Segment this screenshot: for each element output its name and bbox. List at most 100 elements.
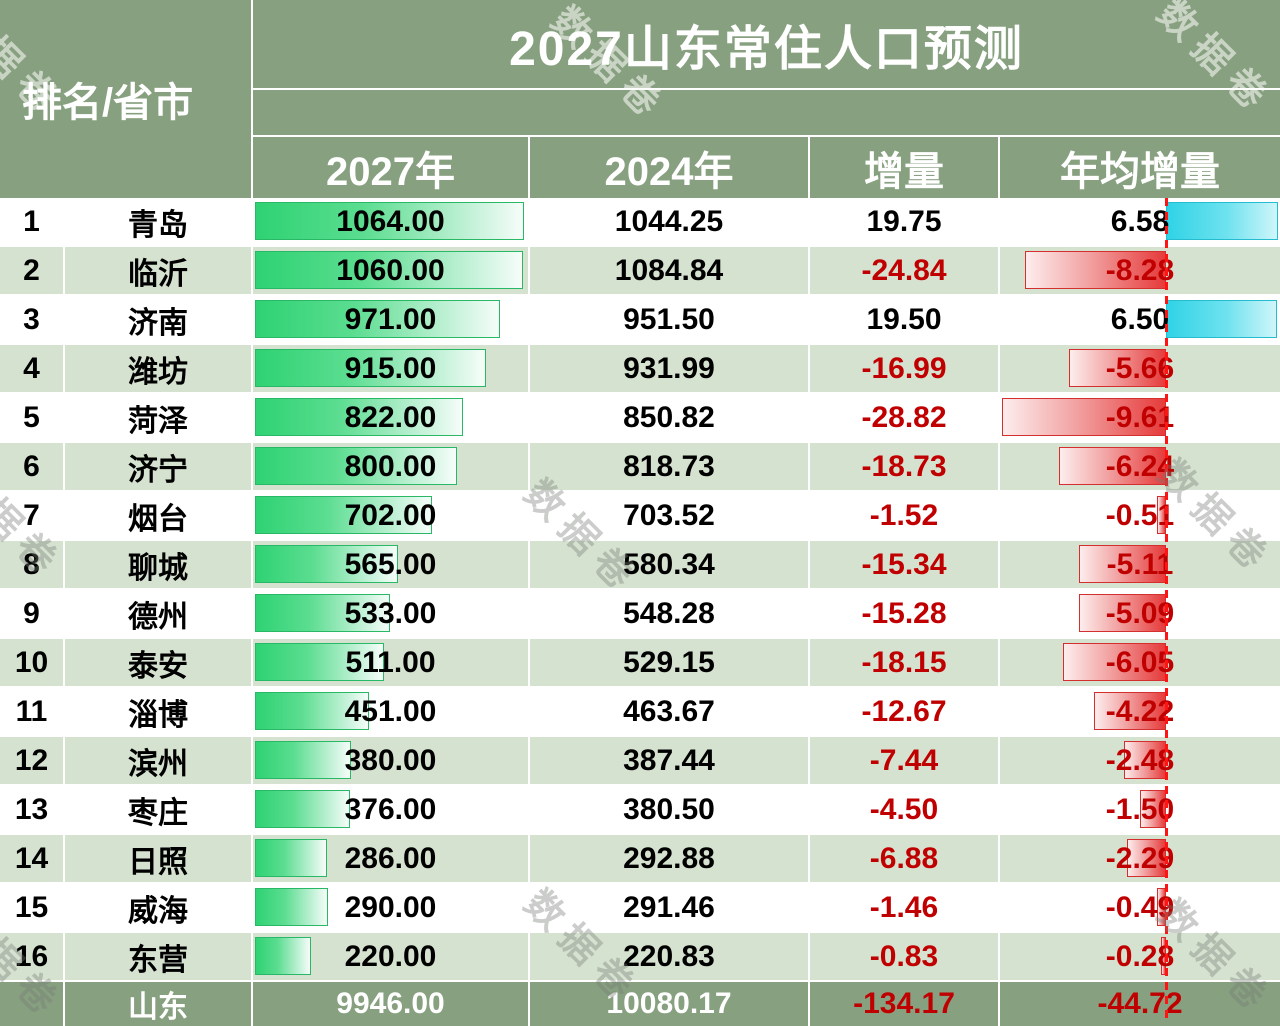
avg-cell: -9.61 [1000,394,1280,443]
value-2027-cell: 915.00 [253,345,530,394]
total-label: 山东 [65,982,253,1026]
databar-avg-track [1002,251,1278,289]
databar-avg [1024,251,1166,289]
column-header-2024: 2024年 [530,137,810,198]
databar-avg [1165,202,1278,240]
table-row: 8 聊城 565.00 580.34 -15.34 -5.11 [0,541,1280,590]
total-2024: 10080.17 [530,982,810,1026]
value-2027-text: 451.00 [344,694,437,728]
databar-2027 [255,790,351,828]
value-2027-cell: 290.00 [253,884,530,933]
table-row: 13 枣庄 376.00 380.50 -4.50 -1.50 [0,786,1280,835]
rank-cell: 15 [0,884,65,933]
value-2027-cell: 800.00 [253,443,530,492]
table-row: 3 济南 971.00 951.50 19.50 6.50 [0,296,1280,345]
databar-2027 [255,496,433,534]
value-2024-cell: 548.28 [530,590,810,639]
table-row: 9 德州 533.00 548.28 -15.28 -5.09 [0,590,1280,639]
table-row: 4 潍坊 915.00 931.99 -16.99 -5.66 [0,345,1280,394]
databar-2027 [255,594,390,632]
databar-2027-track [255,839,524,877]
databar-avg-track [1002,643,1278,681]
databar-2027 [255,741,352,779]
value-2027-text: 971.00 [344,302,437,336]
databar-2027 [255,251,523,289]
avg-text: -5.09 [1105,596,1175,630]
databar-avg-track [1002,349,1278,387]
value-2027-text: 822.00 [344,400,437,434]
value-2024-cell: 1084.84 [530,247,810,296]
value-2027-text: 290.00 [344,890,437,924]
city-cell: 济南 [65,296,253,345]
city-cell: 泰安 [65,639,253,688]
databar-2027-track [255,300,524,338]
databar-avg [1140,790,1166,828]
value-2027-text: 1060.00 [336,253,445,287]
databar-avg-track [1002,300,1278,338]
databar-avg [1002,398,1166,436]
avg-cell: -2.29 [1000,835,1280,884]
city-cell: 淄博 [65,688,253,737]
databar-2027 [255,937,311,975]
avg-cell: -4.22 [1000,688,1280,737]
delta-cell: -15.34 [810,541,1000,590]
delta-cell: -1.52 [810,492,1000,541]
databar-2027-track [255,349,524,387]
value-2027-text: 533.00 [344,596,437,630]
databar-2027-track [255,888,524,926]
corner-header: 排名/省市 [0,0,253,198]
value-2027-text: 380.00 [344,743,437,777]
databar-avg-track [1002,447,1278,485]
header-right: 2027山东常住人口预测 2027年 2024年 增量 年均增量 [253,0,1280,198]
column-header-delta: 增量 [810,137,1000,198]
avg-cell: -5.66 [1000,345,1280,394]
value-2027-text: 1064.00 [336,204,445,238]
value-2027-cell: 451.00 [253,688,530,737]
city-cell: 东营 [65,933,253,982]
value-2027-text: 220.00 [344,939,437,973]
avg-cell: -8.28 [1000,247,1280,296]
total-delta: -134.17 [810,982,1000,1026]
delta-cell: -18.73 [810,443,1000,492]
city-cell: 德州 [65,590,253,639]
avg-text: -5.66 [1105,351,1175,385]
value-2027-text: 565.00 [344,547,437,581]
rank-cell: 13 [0,786,65,835]
avg-text: 6.58 [1110,204,1170,238]
value-2024-cell: 220.83 [530,933,810,982]
table-row: 1 青岛 1064.00 1044.25 19.75 6.58 [0,198,1280,247]
value-2024-cell: 380.50 [530,786,810,835]
avg-text: -0.49 [1105,890,1175,924]
delta-cell: -4.50 [810,786,1000,835]
rank-cell: 6 [0,443,65,492]
city-cell: 枣庄 [65,786,253,835]
avg-cell: -0.28 [1000,933,1280,982]
value-2027-cell: 822.00 [253,394,530,443]
avg-text: -4.22 [1105,694,1175,728]
value-2024-cell: 1044.25 [530,198,810,247]
rank-cell: 4 [0,345,65,394]
table-row: 2 临沂 1060.00 1084.84 -24.84 -8.28 [0,247,1280,296]
value-2027-cell: 565.00 [253,541,530,590]
value-2024-cell: 580.34 [530,541,810,590]
value-2027-cell: 511.00 [253,639,530,688]
table-row: 7 烟台 702.00 703.52 -1.52 -0.51 [0,492,1280,541]
column-headers: 2027年 2024年 增量 年均增量 [253,137,1280,198]
avg-cell: 6.58 [1000,198,1280,247]
avg-cell: -6.24 [1000,443,1280,492]
value-2024-cell: 951.50 [530,296,810,345]
databar-2027-track [255,594,524,632]
table-row: 14 日照 286.00 292.88 -6.88 -2.29 [0,835,1280,884]
databar-2027-track [255,643,524,681]
databar-2027-track [255,398,524,436]
city-cell: 济宁 [65,443,253,492]
table-row: 6 济宁 800.00 818.73 -18.73 -6.24 [0,443,1280,492]
value-2024-cell: 529.15 [530,639,810,688]
databar-2027 [255,202,524,240]
databar-2027-track [255,496,524,534]
value-2024-cell: 387.44 [530,737,810,786]
avg-text: -0.51 [1105,498,1175,532]
value-2024-cell: 818.73 [530,443,810,492]
total-avg: -44.72 [1000,982,1280,1026]
